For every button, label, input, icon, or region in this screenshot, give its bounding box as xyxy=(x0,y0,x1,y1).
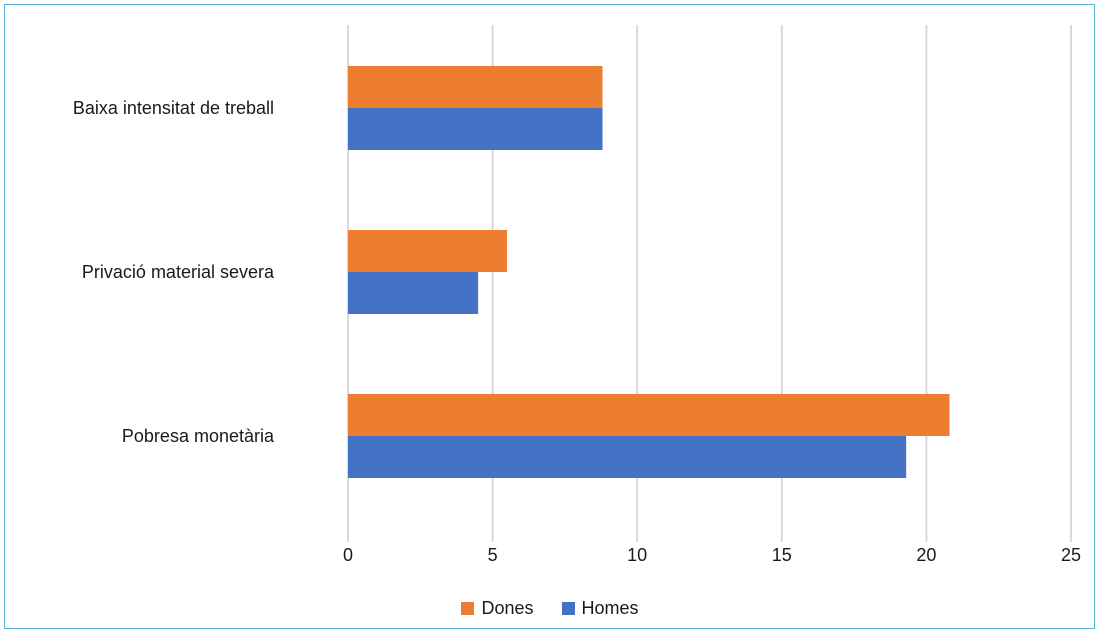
x-tick-label-20: 20 xyxy=(916,545,936,565)
bar-homes-1 xyxy=(348,272,479,314)
legend-swatch-homes xyxy=(561,602,575,615)
x-tick-label-25: 25 xyxy=(1061,545,1081,565)
legend-label-dones: Dones xyxy=(481,598,534,618)
category-label-1: Privació material severa xyxy=(82,262,275,282)
bar-dones-0 xyxy=(348,66,603,108)
bar-dones-1 xyxy=(348,230,508,272)
x-tick-label-5: 5 xyxy=(488,545,498,565)
bar-dones-2 xyxy=(348,394,950,436)
category-label-0: Baixa intensitat de treball xyxy=(73,98,274,118)
bar-homes-2 xyxy=(348,436,907,478)
x-tick-label-0: 0 xyxy=(343,545,353,565)
legend-label-homes: Homes xyxy=(581,598,639,618)
legend-swatch-dones xyxy=(461,602,475,615)
x-tick-label-10: 10 xyxy=(627,545,647,565)
legend-item-dones: Dones xyxy=(461,598,534,619)
category-label-2: Pobresa monetària xyxy=(122,426,275,446)
legend-item-homes: Homes xyxy=(561,598,639,619)
legend: Dones Homes xyxy=(0,598,1100,619)
bar-homes-0 xyxy=(348,108,603,150)
x-tick-label-15: 15 xyxy=(772,545,792,565)
